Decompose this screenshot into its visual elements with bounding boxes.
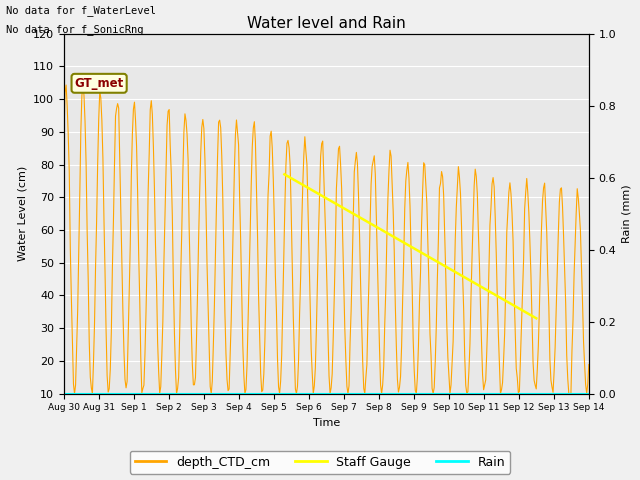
Y-axis label: Water Level (cm): Water Level (cm) — [17, 166, 28, 261]
Title: Water level and Rain: Water level and Rain — [247, 16, 406, 31]
Text: No data for f_SonicRng: No data for f_SonicRng — [6, 24, 144, 35]
Text: GT_met: GT_met — [74, 77, 124, 90]
Y-axis label: Rain (mm): Rain (mm) — [622, 184, 632, 243]
Legend: depth_CTD_cm, Staff Gauge, Rain: depth_CTD_cm, Staff Gauge, Rain — [130, 451, 510, 474]
X-axis label: Time: Time — [313, 418, 340, 428]
Text: No data for f_WaterLevel: No data for f_WaterLevel — [6, 5, 156, 16]
